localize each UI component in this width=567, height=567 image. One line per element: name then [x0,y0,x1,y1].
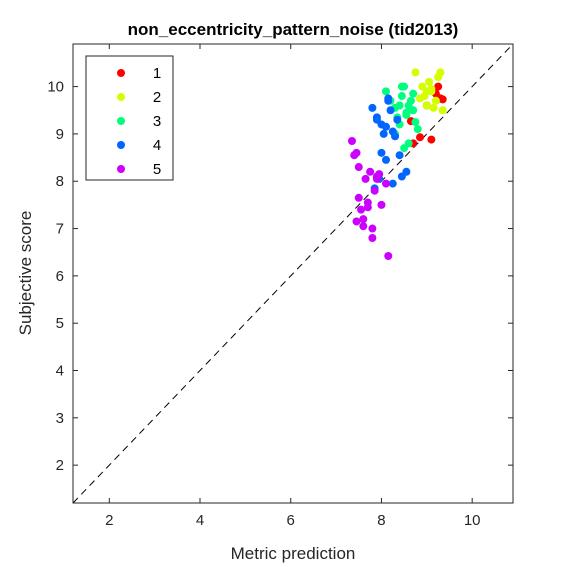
data-point-series-2 [431,96,440,105]
legend-label: 5 [153,161,161,178]
data-point-series-4 [393,115,402,124]
data-point-series-2 [425,77,434,86]
data-point-series-3 [395,101,404,110]
data-point-series-4 [377,148,386,157]
data-point-series-3 [411,118,420,127]
data-point-series-5 [354,163,363,172]
data-point-series-2 [427,84,436,93]
data-point-series-3 [404,139,413,148]
data-point-series-4 [395,151,404,160]
data-point-series-3 [406,96,415,105]
identity-reference-line [72,43,514,504]
data-point-series-4 [379,129,388,138]
plot-frame [72,43,514,504]
data-point-series-4 [368,103,377,112]
data-point-series-3 [413,125,422,134]
data-point-series-5 [372,174,381,183]
legend-label: 4 [153,137,161,154]
legend-label: 2 [153,89,161,106]
legend-label: 3 [153,113,161,130]
data-point-series-3 [397,82,406,91]
y-tick-label: 10 [47,79,64,96]
y-tick-label: 6 [56,268,64,285]
data-point-series-4 [372,113,381,122]
data-point-series-5 [347,137,356,146]
data-point-series-1 [427,135,436,144]
data-point-series-2 [436,68,445,77]
data-points [347,68,447,260]
x-axis-label: Metric prediction [231,544,356,563]
data-point-series-5 [354,193,363,202]
data-point-series-4 [381,155,390,164]
y-axis-label: Subjective score [16,211,35,336]
y-tick-label: 3 [56,410,64,427]
data-point-series-4 [391,132,400,141]
legend-marker-4 [117,141,125,149]
chart-title: non_eccentricity_pattern_noise (tid2013) [128,20,459,39]
data-point-series-5 [352,217,361,226]
legend-marker-3 [117,117,125,125]
data-point-series-5 [384,251,393,260]
x-tick-label: 10 [464,512,481,529]
data-point-series-5 [359,215,368,224]
data-point-series-5 [368,224,377,233]
data-point-series-5 [381,179,390,188]
data-point-series-1 [438,95,447,104]
y-axis-ticks: 2 3 4 5 6 7 8 9 10 [47,79,513,474]
data-point-series-5 [352,148,361,157]
y-tick-label: 7 [56,221,64,238]
y-tick-label: 5 [56,315,64,332]
x-tick-label: 4 [196,512,204,529]
data-point-series-5 [363,203,372,212]
y-tick-label: 9 [56,126,64,143]
data-point-series-2 [416,94,425,103]
data-point-series-4 [388,179,397,188]
data-point-series-5 [359,222,368,231]
data-point-series-2 [411,68,420,77]
data-point-series-2 [422,101,431,110]
y-tick-label: 4 [56,363,64,380]
data-point-series-3 [381,87,390,96]
data-point-series-5 [361,174,370,183]
data-point-series-3 [402,108,411,117]
data-point-series-2 [429,103,438,112]
data-point-series-2 [438,106,447,115]
legend: 1 2 3 4 5 [85,55,174,181]
x-tick-label: 2 [105,512,113,529]
legend-label: 1 [153,65,161,82]
data-point-series-5 [368,234,377,243]
data-point-series-5 [366,167,375,176]
legend-marker-1 [117,69,125,77]
x-axis-ticks: 2 4 6 8 10 [105,44,481,529]
data-point-series-1 [416,133,425,142]
y-tick-label: 8 [56,173,64,190]
data-point-series-5 [370,186,379,195]
x-tick-label: 6 [287,512,295,529]
data-point-series-3 [409,89,418,98]
x-tick-label: 8 [377,512,385,529]
data-point-series-4 [386,106,395,115]
data-point-series-3 [409,106,418,115]
legend-marker-5 [117,165,125,173]
data-point-series-4 [381,122,390,131]
data-point-series-5 [357,205,366,214]
data-point-series-3 [397,92,406,101]
y-tick-label: 2 [56,457,64,474]
legend-box [85,55,174,181]
data-point-series-4 [384,94,393,103]
data-point-series-4 [402,167,411,176]
legend-marker-2 [117,93,125,101]
data-point-series-5 [377,200,386,209]
